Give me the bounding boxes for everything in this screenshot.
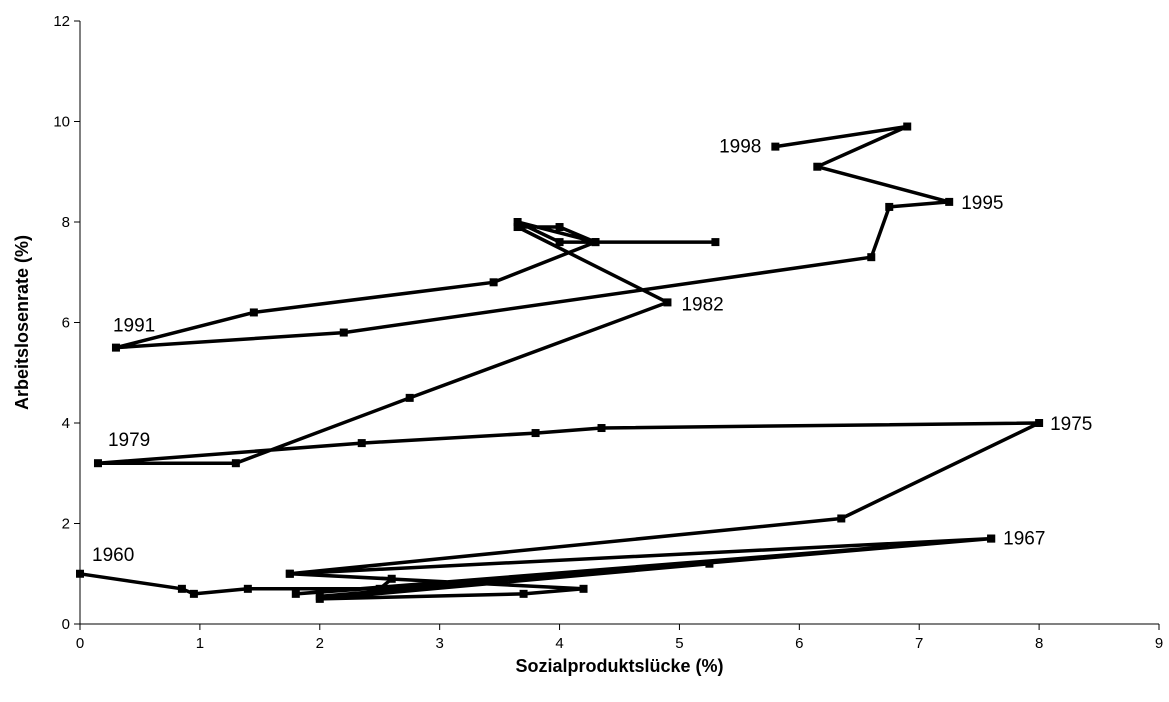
data-point: [76, 569, 84, 578]
data-point: [885, 202, 894, 211]
y-tick-label: 2: [62, 516, 70, 533]
x-tick-label: 9: [1155, 635, 1163, 652]
series-layer: [76, 122, 1044, 603]
annotation-label: 1975: [1050, 414, 1092, 435]
x-tick-label: 0: [76, 635, 84, 652]
data-point: [903, 122, 912, 131]
data-point: [597, 424, 606, 433]
data-point: [315, 592, 324, 601]
data-point: [555, 238, 564, 247]
y-tick-label: 10: [53, 114, 70, 131]
x-tick-label: 1: [196, 635, 204, 652]
annotation-label: 1991: [113, 316, 155, 337]
annotation-label: 1960: [92, 545, 134, 566]
data-point: [189, 589, 198, 598]
annotation-label: 1998: [719, 137, 761, 158]
series-line: [79, 124, 1041, 601]
data-point: [579, 584, 588, 593]
data-point: [705, 559, 714, 568]
data-point: [987, 534, 996, 543]
data-point: [177, 584, 186, 593]
data-point: [93, 459, 102, 468]
data-point: [945, 197, 954, 206]
data-point: [513, 218, 522, 226]
x-tick-label: 6: [795, 635, 803, 652]
x-tick-label: 5: [675, 635, 683, 652]
data-point: [663, 298, 672, 307]
y-tick-label: 6: [62, 315, 70, 332]
data-point: [387, 574, 396, 583]
data-point: [555, 223, 564, 232]
data-point: [285, 569, 294, 578]
data-point: [405, 393, 414, 402]
x-axis-title: Sozialproduktslücke (%): [515, 656, 723, 676]
x-tick-label: 4: [555, 635, 563, 652]
x-tick-label: 7: [915, 635, 923, 652]
data-point: [375, 584, 384, 593]
data-point: [531, 429, 540, 438]
annotation-label: 1995: [961, 193, 1003, 214]
annotation-layer: 1960 1967 1975 1979 1982 1991 1995 1998: [92, 137, 1092, 566]
data-point: [339, 328, 348, 337]
data-point: [243, 584, 252, 593]
annotation-label: 1967: [1003, 529, 1045, 550]
data-point: [771, 142, 780, 151]
y-tick-label: 4: [62, 415, 70, 432]
annotation-label: 1982: [681, 294, 723, 315]
data-point: [711, 238, 720, 247]
data-point: [291, 589, 300, 598]
x-tick-label: 2: [316, 635, 324, 652]
data-point: [813, 162, 822, 171]
y-tick-label: 12: [53, 13, 70, 30]
data-point: [249, 308, 258, 317]
x-tick-label: 8: [1035, 635, 1043, 652]
data-point: [513, 223, 522, 232]
data-point: [231, 459, 240, 468]
x-tick-label: 3: [435, 635, 443, 652]
data-point: [1035, 419, 1044, 427]
data-point: [111, 343, 120, 352]
y-axis-title: Arbeitslosenrate (%): [12, 235, 32, 410]
data-point: [867, 253, 876, 262]
data-point: [357, 439, 366, 448]
y-tick-label: 8: [62, 214, 70, 231]
y-tick-label: 0: [62, 616, 70, 633]
data-point: [489, 278, 498, 287]
data-point: [591, 238, 600, 247]
annotation-label: 1979: [108, 430, 150, 451]
data-point: [519, 589, 528, 598]
data-point: [837, 514, 846, 523]
